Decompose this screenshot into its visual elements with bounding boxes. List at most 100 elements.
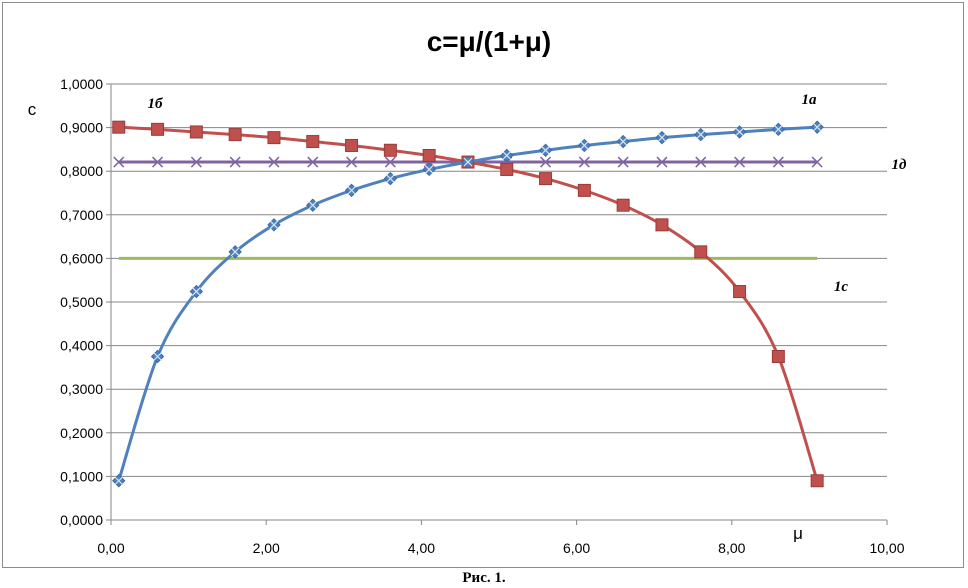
data-point-marker bbox=[655, 130, 669, 145]
data-point-marker bbox=[345, 138, 359, 152]
y-tick-label: 0,3000 bbox=[60, 381, 103, 397]
series-2 bbox=[112, 120, 824, 488]
marker-cross bbox=[269, 220, 279, 230]
marker-cross bbox=[502, 151, 512, 160]
data-point-marker bbox=[538, 143, 553, 157]
data-point-marker bbox=[383, 143, 397, 157]
y-tick-label: 1,0000 bbox=[60, 76, 103, 92]
x-tick-label: 6,00 bbox=[563, 540, 590, 556]
data-point-marker bbox=[190, 156, 202, 168]
data-point-marker bbox=[500, 148, 514, 163]
y-tick-label: 0,7000 bbox=[60, 207, 103, 223]
data-point-marker bbox=[695, 156, 707, 168]
data-point-marker bbox=[500, 162, 514, 176]
marker-cross bbox=[657, 133, 667, 143]
y-tick-label: 0,8000 bbox=[60, 163, 103, 179]
data-point-marker bbox=[228, 245, 242, 259]
data-point-marker bbox=[112, 474, 126, 488]
series-label-1b: 1б bbox=[148, 96, 164, 112]
y-tick-label: 0,9000 bbox=[60, 120, 103, 136]
data-point-marker bbox=[113, 156, 125, 168]
data-point-marker bbox=[694, 245, 708, 259]
y-axis-label: c bbox=[28, 100, 37, 119]
data-point-marker bbox=[734, 156, 746, 168]
data-point-marker bbox=[461, 155, 475, 169]
marker-cross bbox=[463, 157, 473, 167]
x-axis-label: μ bbox=[793, 524, 803, 543]
data-point-marker bbox=[151, 122, 165, 136]
data-point-marker bbox=[577, 183, 591, 197]
data-point-marker bbox=[229, 156, 241, 168]
data-point-marker bbox=[655, 218, 669, 232]
data-point-marker bbox=[422, 162, 436, 177]
data-point-marker bbox=[422, 149, 436, 163]
data-point-marker bbox=[656, 156, 668, 168]
series-label-1c: 1с bbox=[834, 279, 849, 295]
data-point-marker bbox=[578, 156, 590, 168]
data-point-marker bbox=[616, 198, 630, 212]
data-point-marker bbox=[267, 218, 281, 232]
marker-cross bbox=[541, 145, 550, 155]
data-point-marker bbox=[346, 156, 358, 168]
marker-cross bbox=[812, 122, 822, 132]
x-tick-labels: 0,00 2,00 4,00 6,00 8,00 10,00 bbox=[97, 540, 904, 556]
marker-cross bbox=[618, 137, 628, 146]
data-point-marker bbox=[268, 156, 280, 168]
data-point-marker bbox=[733, 285, 747, 299]
data-point-marker bbox=[228, 128, 242, 142]
grid-lines bbox=[111, 83, 887, 477]
marker-cross bbox=[347, 185, 356, 195]
marker-cross bbox=[385, 174, 395, 184]
data-point-marker bbox=[307, 156, 319, 168]
marker-cross bbox=[308, 200, 318, 210]
marker-cross bbox=[230, 247, 240, 257]
y-tick-label: 0,1000 bbox=[60, 468, 103, 484]
marker-cross bbox=[696, 130, 706, 140]
y-tick-label: 0,2000 bbox=[60, 425, 103, 441]
series-layer bbox=[112, 120, 824, 488]
data-point-marker bbox=[577, 138, 592, 153]
chart-frame: c=μ/(1+μ) 0,0000 0,1000 0,2000 0,3000 0,4000… bbox=[2, 2, 964, 568]
x-tick-label: 2,00 bbox=[253, 540, 280, 556]
marker-cross bbox=[773, 124, 783, 134]
x-tick-label: 10,00 bbox=[869, 540, 904, 556]
series-label-1d: 1д bbox=[892, 157, 908, 173]
marker-cross bbox=[114, 476, 124, 486]
axes bbox=[106, 83, 888, 525]
data-point-marker bbox=[383, 171, 398, 186]
data-point-marker bbox=[384, 156, 396, 168]
chart-title: c=μ/(1+μ) bbox=[427, 26, 552, 57]
data-point-marker bbox=[811, 156, 823, 168]
data-point-marker bbox=[732, 125, 747, 139]
series-line bbox=[117, 125, 818, 482]
data-point-marker bbox=[540, 156, 552, 168]
chart-svg: c=μ/(1+μ) 0,0000 0,1000 0,2000 0,3000 0,4000… bbox=[28, 26, 908, 556]
data-point-marker bbox=[306, 198, 320, 212]
data-point-marker bbox=[189, 284, 204, 299]
x-tick-label: 8,00 bbox=[718, 540, 745, 556]
data-point-marker bbox=[617, 156, 629, 168]
series-1 bbox=[112, 120, 824, 488]
data-point-marker bbox=[771, 122, 786, 137]
marker-cross bbox=[579, 141, 589, 150]
y-tick-label: 0,5000 bbox=[60, 294, 103, 310]
marker-cross bbox=[735, 127, 744, 137]
data-point-marker bbox=[267, 131, 281, 145]
data-point-marker bbox=[810, 120, 824, 134]
y-tick-label: 0,0000 bbox=[60, 512, 103, 528]
data-point-marker bbox=[306, 135, 320, 149]
series-line bbox=[118, 125, 819, 482]
marker-cross bbox=[424, 165, 434, 174]
data-point-marker bbox=[189, 125, 203, 139]
data-point-marker bbox=[150, 349, 165, 364]
data-point-marker bbox=[616, 134, 630, 149]
x-tick-label: 4,00 bbox=[408, 540, 435, 556]
series-label-1a: 1а bbox=[802, 92, 818, 108]
data-point-marker bbox=[344, 183, 359, 198]
data-point-marker bbox=[539, 172, 553, 186]
marker-cross bbox=[191, 287, 201, 296]
marker-cross bbox=[153, 352, 162, 361]
data-point-marker bbox=[152, 156, 164, 168]
data-point-marker bbox=[772, 156, 784, 168]
x-tick-label: 0,00 bbox=[97, 540, 124, 556]
